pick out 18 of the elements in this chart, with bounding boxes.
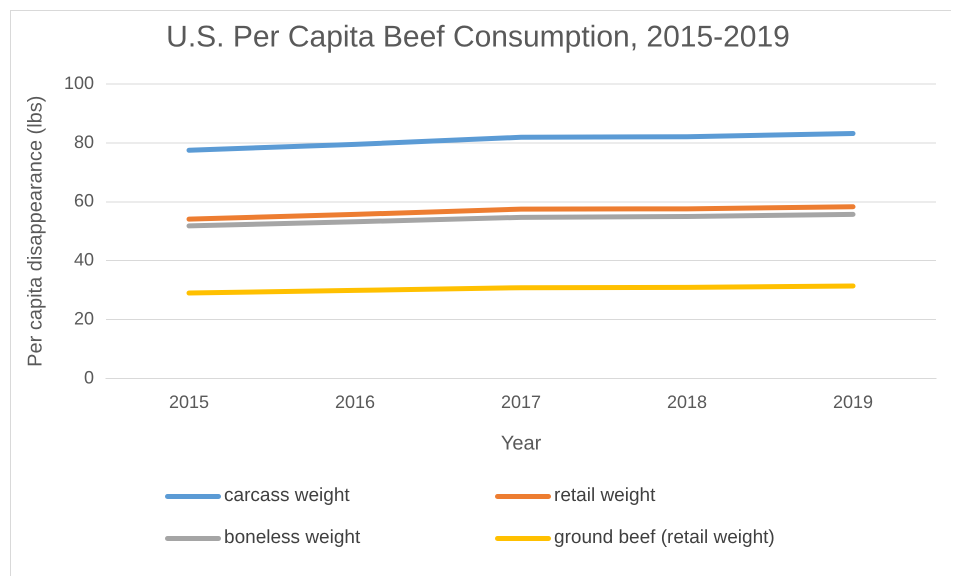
legend-label: retail weight xyxy=(554,485,656,507)
y-tick-label: 20 xyxy=(74,308,94,328)
y-axis-title: Per capita disappearance (lbs) xyxy=(24,96,47,367)
y-tick-label: 40 xyxy=(74,250,94,270)
x-tick-label: 2017 xyxy=(500,392,542,412)
y-tick-label: 100 xyxy=(64,72,94,93)
x-axis-title: Year xyxy=(500,432,542,455)
x-tick-label: 2015 xyxy=(169,392,210,412)
x-tick-label: 2018 xyxy=(666,392,708,412)
legend-label: ground beef (retail weight) xyxy=(554,527,775,549)
x-tick-label: 2019 xyxy=(832,392,874,412)
y-tick-label: 60 xyxy=(74,190,94,211)
y-tick-label: 0 xyxy=(84,367,94,388)
legend-label: boneless weight xyxy=(224,527,360,549)
x-tick-label: 2016 xyxy=(335,392,376,412)
y-tick-label: 80 xyxy=(74,132,94,152)
legend-label: carcass weight xyxy=(224,485,350,507)
chart-title: U.S. Per Capita Beef Consumption, 2015-2019 xyxy=(166,20,790,54)
